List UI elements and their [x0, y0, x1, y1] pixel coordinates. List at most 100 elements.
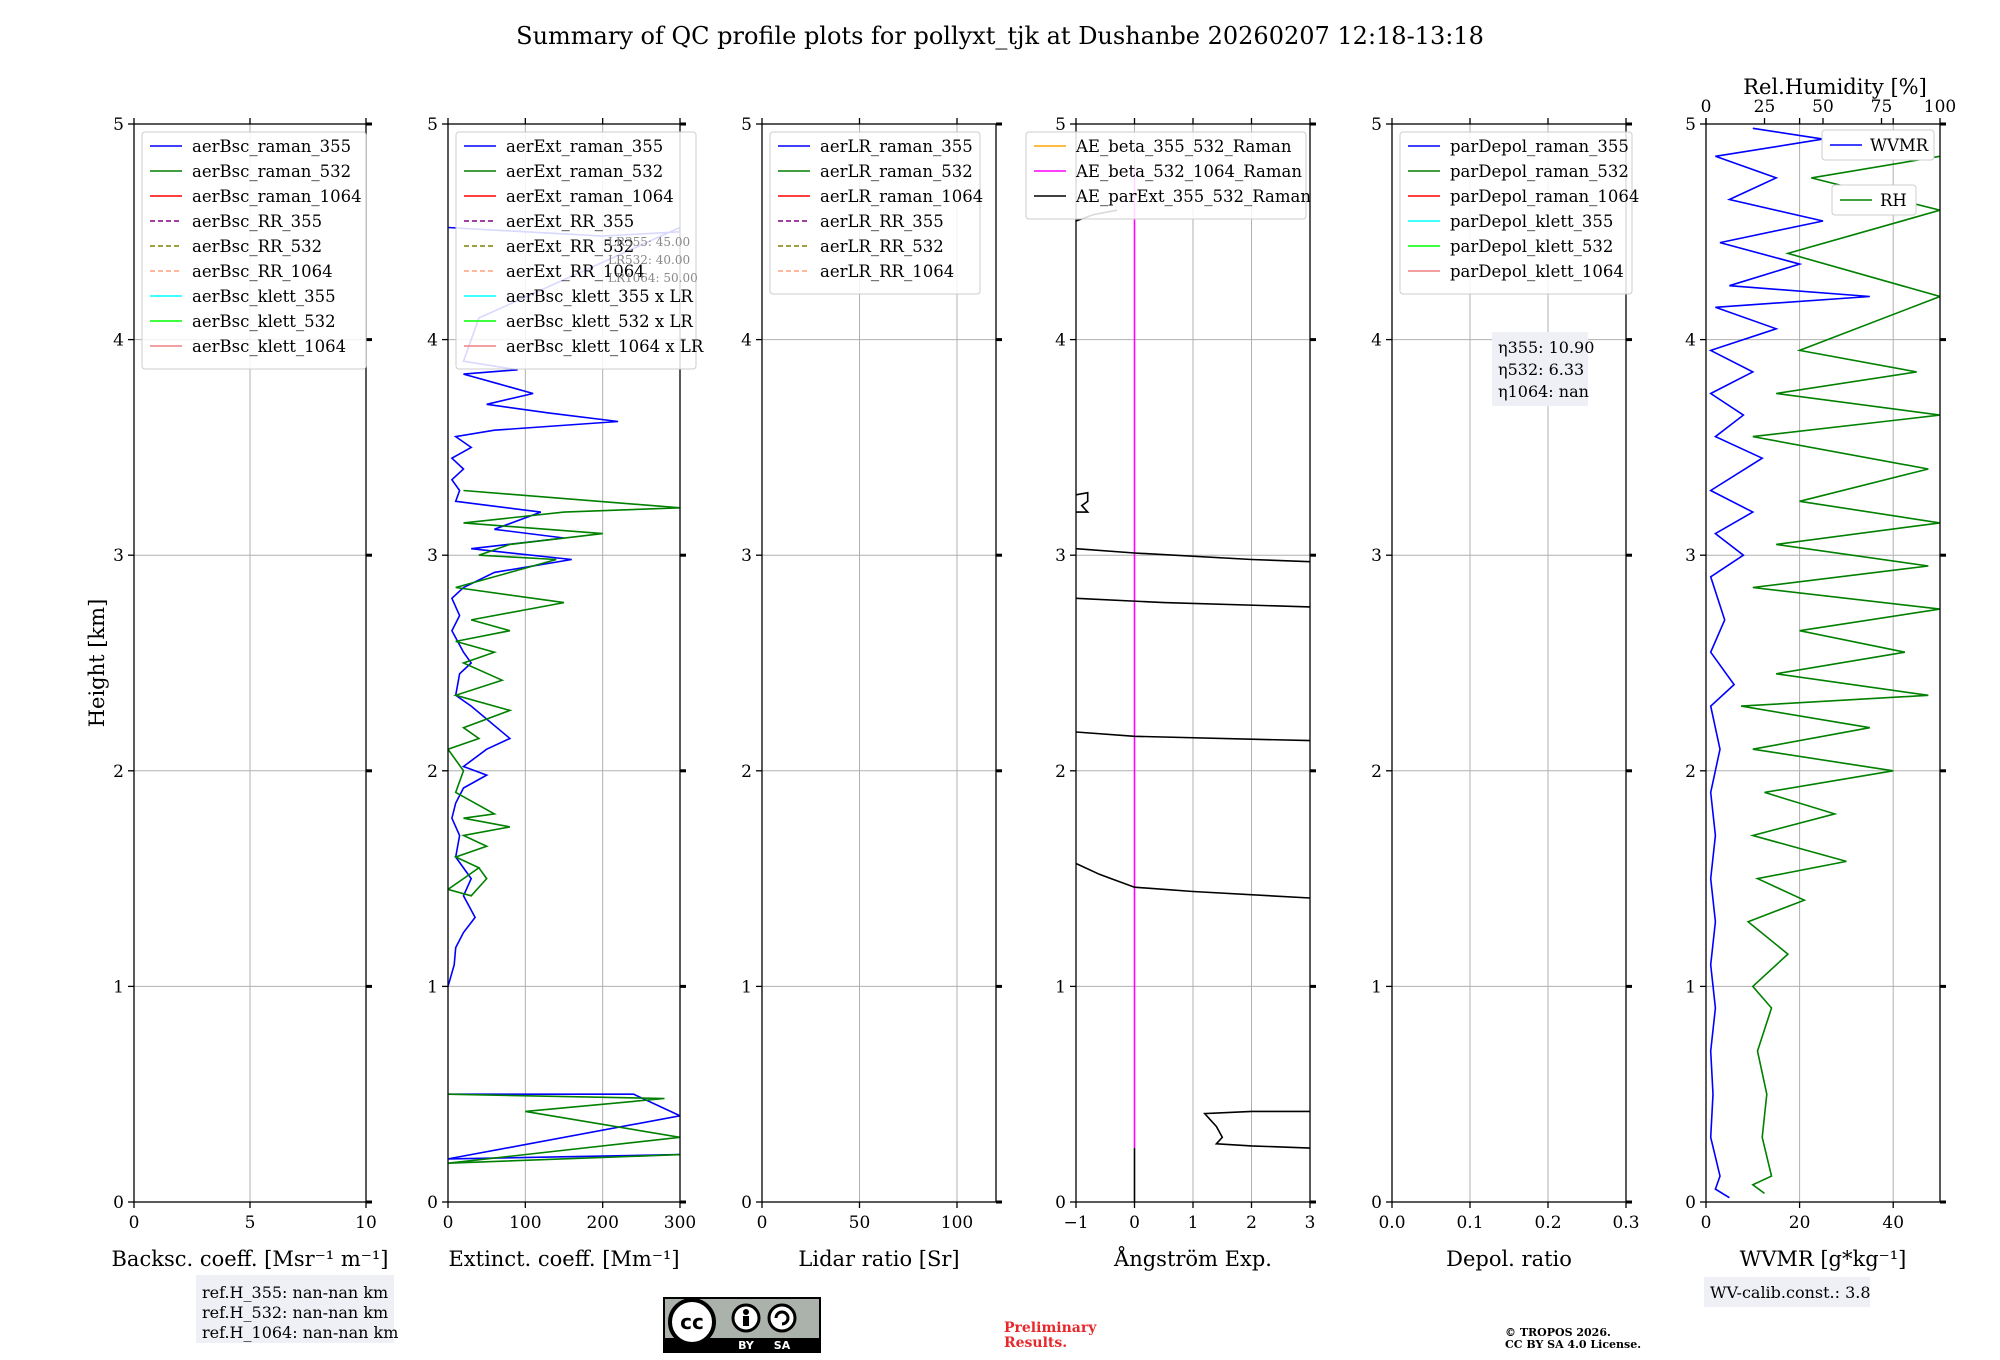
license-by-text: BY	[738, 1339, 755, 1352]
x-tick-label: 1	[1188, 1213, 1199, 1233]
lr-text: LR532: 40.00	[608, 253, 690, 267]
x-tick-label: −1	[1063, 1213, 1088, 1233]
x-axis-label: Extinct. coeff. [Mm⁻¹]	[448, 1247, 679, 1271]
x-tick-label: 20	[1789, 1213, 1811, 1233]
legend-label: aerLR_RR_355	[820, 212, 944, 231]
y-tick-label: 3	[1055, 546, 1066, 566]
series-ae-parext-355-532-raman	[1076, 597, 1310, 608]
legend-label: parDepol_raman_532	[1450, 162, 1629, 181]
eta-note: η355: 10.90 η532: 6.33 η1064: nan	[1492, 332, 1594, 406]
x-tick-label: 0	[129, 1213, 140, 1233]
legend: aerExt_raman_355 aerExt_raman_532 aerExt_r…	[455, 131, 704, 370]
calib-note: WV-calib.const.: 3.8	[1704, 1277, 1871, 1307]
x-tick-label: 0	[1129, 1213, 1140, 1233]
legend-label: aerBsc_klett_532 x LR	[506, 312, 693, 331]
lr-text: LR355: 45.00	[608, 235, 690, 249]
legend-label: AE_beta_532_1064_Raman	[1075, 162, 1302, 181]
eta-text: η1064: nan	[1498, 382, 1589, 401]
x-tick-label: 300	[664, 1213, 696, 1233]
y-tick-label: 1	[1055, 977, 1066, 997]
y-tick-label: 2	[1685, 762, 1696, 782]
legend-label: AE_beta_355_532_Raman	[1075, 137, 1292, 156]
y-tick-label: 5	[113, 115, 124, 135]
legend-label: WVMR	[1870, 136, 1929, 155]
refh-532: ref.H_532: nan-nan km	[202, 1303, 388, 1322]
legend-label: aerBsc_raman_355	[192, 137, 351, 156]
y-tick-label: 4	[427, 331, 438, 351]
y-tick-label: 5	[1371, 115, 1382, 135]
series-ae-parext-355-532-raman	[1076, 862, 1310, 899]
legend-label: aerBsc_RR_1064	[192, 262, 333, 281]
x-tick-label: 0	[757, 1213, 768, 1233]
y-tick-label: 5	[1685, 115, 1696, 135]
legend: parDepol_raman_355 parDepol_raman_532 parD…	[1399, 131, 1639, 295]
refh-note: ref.H_355: nan-nan km ref.H_532: nan-nan…	[196, 1275, 398, 1343]
x-axis-label: Backsc. coeff. [Msr⁻¹ m⁻¹]	[112, 1247, 389, 1271]
eta-text: η532: 6.33	[1498, 360, 1584, 379]
panel-ext: 0 100 200 300 0 1 2 3 4 5 Extinct. coeff. [Mm⁻¹] ae…	[427, 115, 704, 1271]
y-tick-label: 3	[113, 546, 124, 566]
y-tick-label: 4	[113, 331, 124, 351]
legend-label: parDepol_klett_355	[1450, 212, 1613, 231]
x-axis-label: Depol. ratio	[1446, 1247, 1572, 1271]
y-tick-label: 0	[1055, 1193, 1066, 1213]
cc-icon	[668, 1298, 716, 1346]
x-tick-label: 40	[1882, 1213, 1904, 1233]
legend-rh: RH	[1831, 184, 1917, 216]
axes-frame	[761, 123, 997, 1203]
y-tick-label: 2	[427, 762, 438, 782]
legend-label: aerLR_raman_532	[820, 162, 973, 181]
eta-text: η355: 10.90	[1498, 338, 1594, 357]
x-tick-label: 0.1	[1456, 1213, 1483, 1233]
x-tick-label: 100	[509, 1213, 541, 1233]
results-text: Results.	[1004, 1335, 1067, 1351]
series-group	[1076, 167, 1310, 1202]
y-tick-label: 3	[1685, 546, 1696, 566]
preliminary-text: Preliminary	[1004, 1320, 1097, 1336]
series-aerext-raman-355-low	[448, 1093, 680, 1160]
legend-label: aerBsc_klett_355	[192, 287, 336, 306]
x-tick-label: 2	[1246, 1213, 1257, 1233]
license-text: CC BY SA 4.0 License.	[1505, 1338, 1641, 1351]
axes-frame	[1705, 123, 1941, 1203]
series-ae-parext-355-532-raman	[1076, 731, 1310, 742]
legend-label: aerLR_RR_1064	[820, 262, 954, 281]
x2-tick-label: 100	[1924, 97, 1956, 117]
svg-text:cc: cc	[680, 1310, 704, 1334]
legend-label: aerBsc_klett_355 x LR	[506, 287, 693, 306]
legend-label: aerExt_RR_1064	[506, 262, 645, 281]
legend: AE_beta_355_532_Raman AE_beta_532_1064_Ra…	[1025, 131, 1311, 220]
y-axis-label: Height [km]	[85, 599, 109, 728]
y-tick-label: 4	[1055, 331, 1066, 351]
x2-tick-label: 50	[1812, 97, 1834, 117]
axes-frame	[1075, 123, 1311, 1203]
legend-label: aerBsc_raman_1064	[192, 187, 362, 206]
x-axis-label: WVMR [g*kg⁻¹]	[1740, 1247, 1907, 1271]
legend-label: aerLR_RR_532	[820, 237, 944, 256]
y-tick-label: 1	[113, 977, 124, 997]
series-rh	[1740, 155, 1940, 1195]
y-tick-label: 5	[427, 115, 438, 135]
x2-tick-label: 75	[1871, 97, 1893, 117]
legend-label: aerExt_raman_1064	[506, 187, 674, 206]
x-tick-label: 0.3	[1612, 1213, 1639, 1233]
legend-label: aerLR_raman_1064	[820, 187, 983, 206]
x-tick-label: 200	[586, 1213, 618, 1233]
series-wvmr	[1708, 127, 1870, 1199]
y-tick-label: 0	[427, 1193, 438, 1213]
legend-label: aerExt_raman_355	[506, 137, 663, 156]
x-tick-label: 5	[245, 1213, 256, 1233]
legend-label: aerBsc_raman_532	[192, 162, 351, 181]
panel-lr: 0 50 100 0 1 2 3 4 5 Lidar ratio [Sr] aerLR_raman_…	[741, 115, 1002, 1271]
y-tick-label: 5	[1055, 115, 1066, 135]
legend-label: aerExt_RR_355	[506, 212, 634, 231]
y-tick-label: 3	[1371, 546, 1382, 566]
y-tick-label: 1	[1685, 977, 1696, 997]
y-tick-label: 1	[741, 977, 752, 997]
legend-label: parDepol_raman_1064	[1450, 187, 1639, 206]
series-ae-parext-355-532-raman	[1076, 547, 1310, 563]
legend-label: RH	[1880, 191, 1907, 210]
x-tick-label: 0.0	[1378, 1213, 1405, 1233]
